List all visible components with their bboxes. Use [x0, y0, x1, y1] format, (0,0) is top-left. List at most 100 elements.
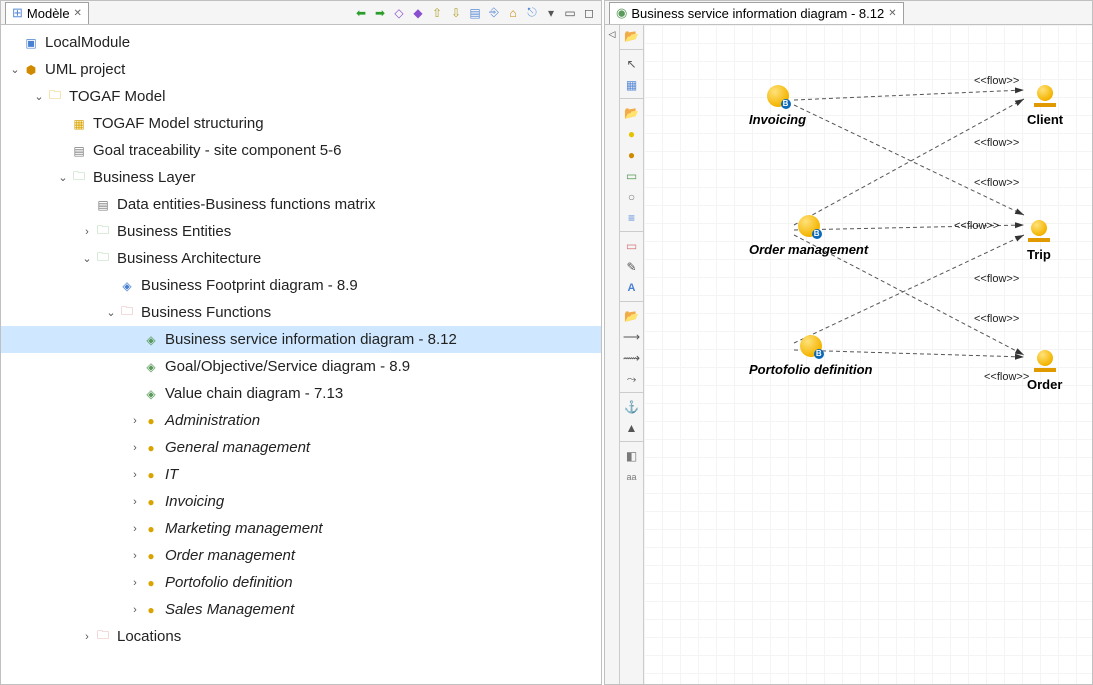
business-node-portfolio[interactable]: Portofolio definition [749, 335, 872, 377]
tree-toggle[interactable]: › [127, 575, 143, 591]
palette-select-icon[interactable]: ↖ [623, 55, 641, 73]
palette-note-icon[interactable]: ▭ [623, 237, 641, 255]
flow-stereotype-label: <<flow>> [974, 75, 1019, 87]
tree-row[interactable]: ◈Business Footprint diagram - 8.9 [1, 272, 601, 299]
palette-edit-icon[interactable]: ✎ [623, 258, 641, 276]
tree-toggle[interactable]: › [127, 440, 143, 456]
palette-grid-icon[interactable]: ▦ [623, 76, 641, 94]
node-label: Portofolio definition [749, 362, 872, 377]
palette-up-icon[interactable]: ▲ [623, 419, 641, 437]
maximize-icon[interactable]: ◻ [581, 5, 597, 21]
tree-icon[interactable]: ⎆ [486, 5, 502, 21]
palette-anchor-icon[interactable]: ⚓ [623, 398, 641, 416]
folder-icon: 🗀 [71, 170, 87, 186]
arrow-down-icon[interactable]: ⇩ [448, 5, 464, 21]
tree-toggle [55, 116, 71, 132]
tree-toggle[interactable]: › [127, 602, 143, 618]
tree-toggle[interactable]: ⌄ [55, 170, 71, 186]
tree-row[interactable]: ›●General management [1, 434, 601, 461]
home-icon[interactable]: ⌂ [505, 5, 521, 21]
tree-row[interactable]: ›🗀Locations [1, 623, 601, 650]
tree-row[interactable]: ▦TOGAF Model structuring [1, 110, 601, 137]
left-tabbar: ⊞ Modèle ✕ ⬅➡◇◆⇧⇩▤⎆⌂⎋▾▭◻ [1, 1, 601, 25]
close-icon[interactable]: ✕ [74, 8, 82, 19]
tree-row[interactable]: ›●Administration [1, 407, 601, 434]
tree-row[interactable]: ▤Goal traceability - site component 5-6 [1, 137, 601, 164]
role-node-trip[interactable]: Trip [1027, 220, 1051, 262]
palette-folder3-icon[interactable]: 📂 [623, 307, 641, 325]
palette-comp-icon[interactable]: ◧ [623, 447, 641, 465]
tree-toggle[interactable]: ⌄ [79, 251, 95, 267]
model-tree[interactable]: ▣LocalModule⌄⬢UML project⌄🗀TOGAF Model ▦… [1, 25, 601, 684]
palette-folder2-icon[interactable]: 📂 [623, 104, 641, 122]
tree-row[interactable]: ›●Marketing management [1, 515, 601, 542]
diamond-purple-fill-icon[interactable]: ◆ [410, 5, 426, 21]
tree-row[interactable]: ◈Business service information diagram - … [1, 326, 601, 353]
flow-edge[interactable] [794, 99, 1024, 225]
tree-toggle[interactable]: › [127, 521, 143, 537]
node-label: Trip [1027, 247, 1051, 262]
tab-modele[interactable]: ⊞ Modèle ✕ [5, 2, 89, 24]
arrow-up-icon[interactable]: ⇧ [429, 5, 445, 21]
tab-diagram[interactable]: ◉ Business service information diagram -… [609, 2, 904, 24]
tree-toggle [127, 332, 143, 348]
tree-row[interactable]: ◈Goal/Objective/Service diagram - 8.9 [1, 353, 601, 380]
tree-row[interactable]: ›●Sales Management [1, 596, 601, 623]
tree-row[interactable]: ›●Order management [1, 542, 601, 569]
tree-label: LocalModule [43, 33, 132, 52]
tree-toggle[interactable]: › [127, 467, 143, 483]
palette-list-icon[interactable]: ≡ [623, 209, 641, 227]
tree-toggle[interactable]: › [127, 413, 143, 429]
palette-flow-icon[interactable]: ⟿ [623, 349, 641, 367]
role-icon [1034, 85, 1056, 107]
minimize-icon[interactable]: ▭ [562, 5, 578, 21]
tree-row[interactable]: ▣LocalModule [1, 29, 601, 56]
tree-toggle[interactable]: › [127, 548, 143, 564]
arrow-right-green-icon[interactable]: ➡ [372, 5, 388, 21]
palette-dep-icon[interactable]: ⤳ [623, 370, 641, 388]
tree-row[interactable]: ⌄🗀TOGAF Model [1, 83, 601, 110]
tree-row[interactable]: ⌄🗀Business Functions [1, 299, 601, 326]
link-icon[interactable]: ⎋ [524, 5, 540, 21]
tree-toggle[interactable]: ⌄ [31, 89, 47, 105]
flow-edge[interactable] [794, 105, 1024, 215]
palette-rect-icon[interactable]: ▭ [623, 167, 641, 185]
tree-row[interactable]: ›●IT [1, 461, 601, 488]
business-node-invoicing[interactable]: Invoicing [749, 85, 806, 127]
palette-aa-icon[interactable]: aa [623, 468, 641, 486]
tree-label: UML project [43, 60, 127, 79]
menu-icon[interactable]: ▾ [543, 5, 559, 21]
right-tabbar: ◉ Business service information diagram -… [605, 1, 1092, 25]
close-icon[interactable]: ✕ [888, 8, 896, 19]
tree-toggle[interactable]: › [127, 494, 143, 510]
business-node-order_mgmt[interactable]: Order management [749, 215, 868, 257]
tree-row[interactable]: ⌄🗀Business Architecture [1, 245, 601, 272]
palette-biz-func-icon[interactable]: ● [623, 146, 641, 164]
flow-edge[interactable] [794, 90, 1024, 100]
role-node-order[interactable]: Order [1027, 350, 1062, 392]
tree-toggle[interactable]: › [79, 629, 95, 645]
palette-assoc-icon[interactable]: ⟶ [623, 328, 641, 346]
palette-text-icon[interactable]: A [623, 279, 641, 297]
tree-row[interactable]: ›🗀Business Entities [1, 218, 601, 245]
arrow-left-green-icon[interactable]: ⬅ [353, 5, 369, 21]
role-node-client[interactable]: Client [1027, 85, 1063, 127]
tree-row[interactable]: ⌄🗀Business Layer [1, 164, 601, 191]
tree-row[interactable]: ›●Portofolio definition [1, 569, 601, 596]
biz-icon: ● [143, 467, 159, 483]
palette-biz-service-icon[interactable]: ● [623, 125, 641, 143]
tree-toggle[interactable]: ⌄ [7, 62, 23, 78]
diamond-purple-outline-icon[interactable]: ◇ [391, 5, 407, 21]
tree-row[interactable]: ▤Data entities-Business functions matrix [1, 191, 601, 218]
tree-toggle[interactable]: ⌄ [103, 305, 119, 321]
tree-row[interactable]: ›●Invoicing [1, 488, 601, 515]
diagram-canvas[interactable]: Invoicing Order management Portofolio defi… [644, 25, 1092, 684]
tree-row[interactable]: ⌄⬢UML project [1, 56, 601, 83]
palette-folder-open-icon[interactable]: 📂 [623, 27, 641, 45]
palette-interface-icon[interactable]: ○ [623, 188, 641, 206]
tree-toggle[interactable]: › [79, 224, 95, 240]
tree-row[interactable]: ◈Value chain diagram - 7.13 [1, 380, 601, 407]
diagram-icon: ◈ [143, 332, 159, 348]
layout-icon[interactable]: ▤ [467, 5, 483, 21]
node-label: Client [1027, 112, 1063, 127]
